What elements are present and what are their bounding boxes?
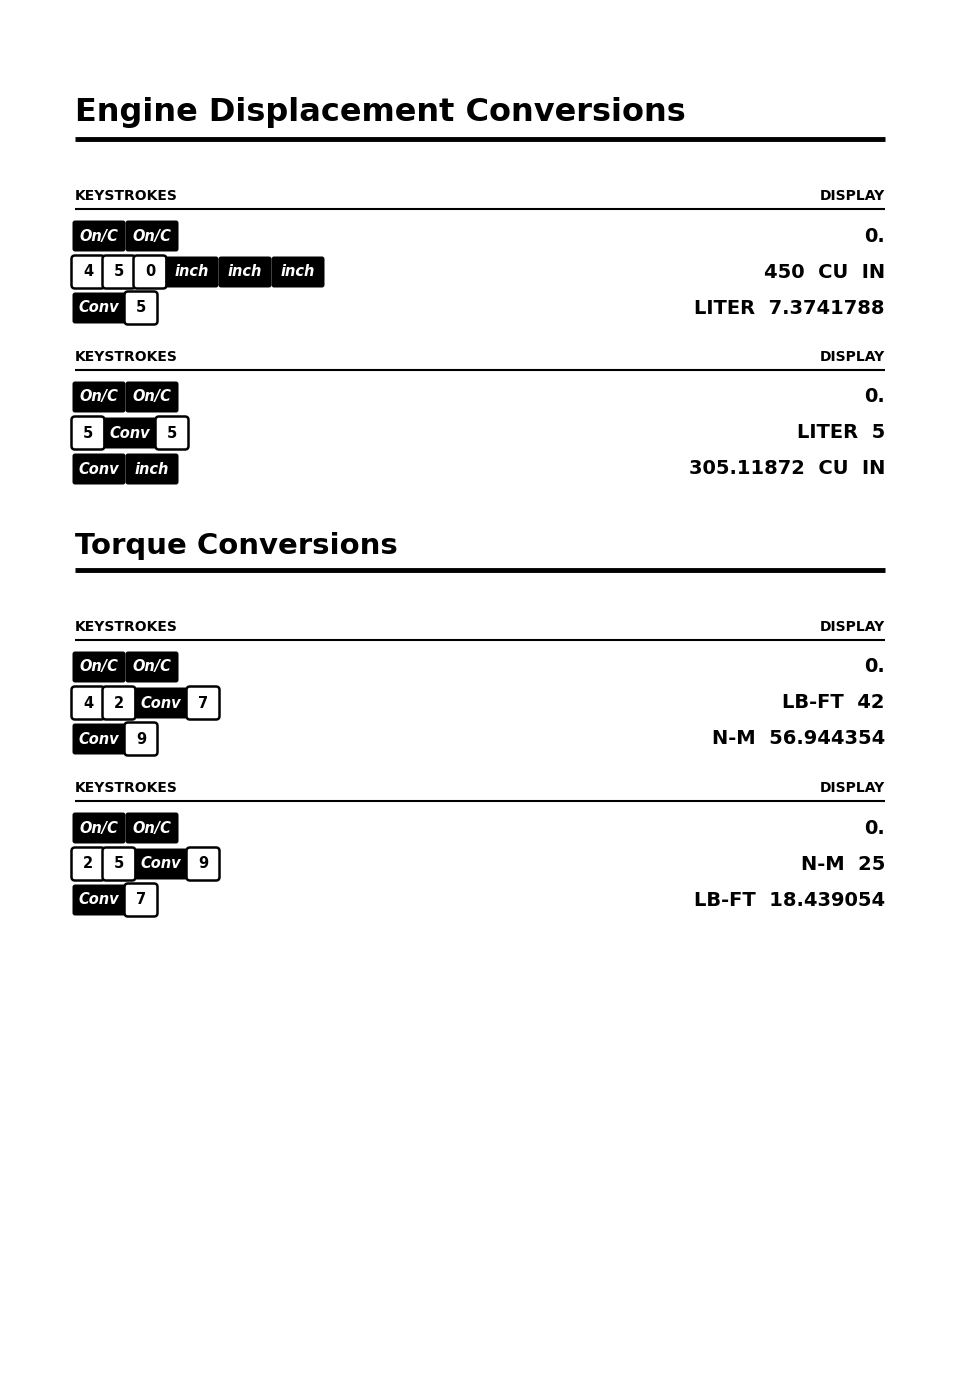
Text: On/C: On/C bbox=[79, 659, 118, 674]
FancyBboxPatch shape bbox=[272, 257, 324, 287]
FancyBboxPatch shape bbox=[71, 255, 105, 288]
Text: Torque Conversions: Torque Conversions bbox=[75, 533, 397, 560]
FancyBboxPatch shape bbox=[72, 724, 126, 755]
FancyBboxPatch shape bbox=[72, 381, 126, 412]
Text: 450  CU  IN: 450 CU IN bbox=[763, 262, 884, 282]
Text: KEYSTROKES: KEYSTROKES bbox=[75, 620, 177, 634]
Text: 7: 7 bbox=[197, 695, 208, 710]
FancyBboxPatch shape bbox=[72, 652, 126, 682]
Text: Conv: Conv bbox=[78, 731, 119, 746]
FancyBboxPatch shape bbox=[102, 255, 135, 288]
Text: LITER  7.3741788: LITER 7.3741788 bbox=[694, 298, 884, 318]
Text: LB-FT  18.439054: LB-FT 18.439054 bbox=[693, 890, 884, 910]
Text: 0.: 0. bbox=[863, 387, 884, 406]
FancyBboxPatch shape bbox=[72, 293, 126, 323]
FancyBboxPatch shape bbox=[134, 688, 188, 718]
Text: Conv: Conv bbox=[78, 892, 119, 907]
Text: 7: 7 bbox=[135, 892, 146, 907]
FancyBboxPatch shape bbox=[72, 813, 126, 843]
Text: N-M  25: N-M 25 bbox=[800, 854, 884, 874]
Text: KEYSTROKES: KEYSTROKES bbox=[75, 350, 177, 363]
FancyBboxPatch shape bbox=[165, 257, 218, 287]
FancyBboxPatch shape bbox=[102, 847, 135, 881]
Text: inch: inch bbox=[228, 265, 262, 280]
Text: KEYSTROKES: KEYSTROKES bbox=[75, 781, 177, 795]
Text: 9: 9 bbox=[135, 731, 146, 746]
Text: 2: 2 bbox=[113, 695, 124, 710]
Text: 0.: 0. bbox=[863, 657, 884, 677]
FancyBboxPatch shape bbox=[126, 813, 178, 843]
Text: Engine Displacement Conversions: Engine Displacement Conversions bbox=[75, 97, 685, 128]
Text: 4: 4 bbox=[83, 695, 93, 710]
FancyBboxPatch shape bbox=[72, 221, 126, 251]
Text: Conv: Conv bbox=[78, 301, 119, 315]
Text: 5: 5 bbox=[113, 857, 124, 871]
Text: Conv: Conv bbox=[140, 695, 181, 710]
Text: 5: 5 bbox=[135, 301, 146, 315]
FancyBboxPatch shape bbox=[71, 416, 105, 449]
Text: 9: 9 bbox=[197, 857, 208, 871]
FancyBboxPatch shape bbox=[218, 257, 272, 287]
FancyBboxPatch shape bbox=[125, 291, 157, 325]
Text: 305.11872  CU  IN: 305.11872 CU IN bbox=[688, 459, 884, 479]
Text: LITER  5: LITER 5 bbox=[796, 423, 884, 442]
Text: inch: inch bbox=[174, 265, 209, 280]
Text: 4: 4 bbox=[83, 265, 93, 280]
Text: On/C: On/C bbox=[132, 229, 172, 244]
FancyBboxPatch shape bbox=[103, 417, 156, 448]
Text: KEYSTROKES: KEYSTROKES bbox=[75, 189, 177, 203]
FancyBboxPatch shape bbox=[126, 652, 178, 682]
Text: 5: 5 bbox=[113, 265, 124, 280]
Text: On/C: On/C bbox=[132, 821, 172, 835]
Text: On/C: On/C bbox=[132, 659, 172, 674]
FancyBboxPatch shape bbox=[71, 687, 105, 720]
Text: 0: 0 bbox=[145, 265, 155, 280]
Text: Conv: Conv bbox=[78, 462, 119, 477]
FancyBboxPatch shape bbox=[125, 884, 157, 917]
Text: Conv: Conv bbox=[140, 857, 181, 871]
Text: 5: 5 bbox=[167, 426, 177, 441]
Text: 0.: 0. bbox=[863, 226, 884, 245]
Text: On/C: On/C bbox=[79, 390, 118, 405]
FancyBboxPatch shape bbox=[133, 255, 167, 288]
Text: DISPLAY: DISPLAY bbox=[819, 620, 884, 634]
FancyBboxPatch shape bbox=[126, 381, 178, 412]
Text: Conv: Conv bbox=[110, 426, 151, 441]
FancyBboxPatch shape bbox=[126, 454, 178, 484]
FancyBboxPatch shape bbox=[102, 687, 135, 720]
Text: DISPLAY: DISPLAY bbox=[819, 781, 884, 795]
Text: On/C: On/C bbox=[79, 821, 118, 835]
FancyBboxPatch shape bbox=[71, 847, 105, 881]
Text: 2: 2 bbox=[83, 857, 93, 871]
Text: On/C: On/C bbox=[79, 229, 118, 244]
Text: N-M  56.944354: N-M 56.944354 bbox=[711, 730, 884, 749]
Text: 5: 5 bbox=[83, 426, 93, 441]
Text: 0.: 0. bbox=[863, 818, 884, 838]
Text: inch: inch bbox=[280, 265, 314, 280]
FancyBboxPatch shape bbox=[72, 885, 126, 915]
FancyBboxPatch shape bbox=[72, 454, 126, 484]
Text: LB-FT  42: LB-FT 42 bbox=[781, 694, 884, 713]
FancyBboxPatch shape bbox=[126, 221, 178, 251]
Text: DISPLAY: DISPLAY bbox=[819, 189, 884, 203]
FancyBboxPatch shape bbox=[186, 847, 219, 881]
FancyBboxPatch shape bbox=[186, 687, 219, 720]
FancyBboxPatch shape bbox=[155, 416, 189, 449]
Text: On/C: On/C bbox=[132, 390, 172, 405]
FancyBboxPatch shape bbox=[125, 723, 157, 756]
FancyBboxPatch shape bbox=[134, 849, 188, 879]
Text: DISPLAY: DISPLAY bbox=[819, 350, 884, 363]
Text: inch: inch bbox=[134, 462, 169, 477]
